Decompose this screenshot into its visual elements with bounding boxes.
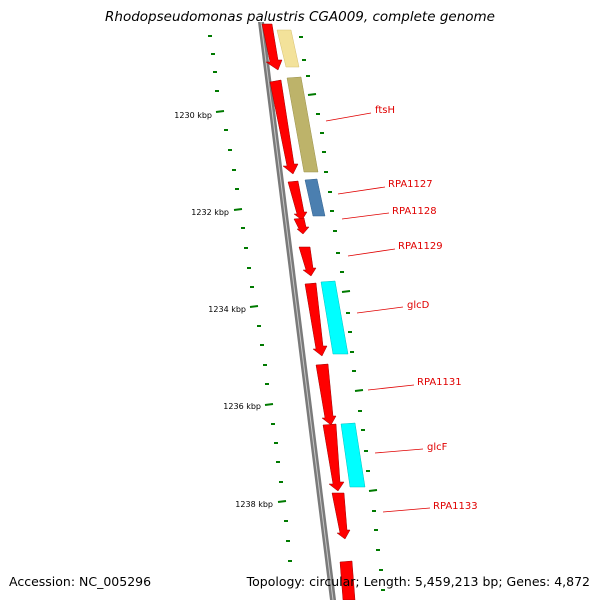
genome-summary: Topology: circular; Length: 5,459,213 bp… (246, 574, 590, 589)
ruler-label: 1236 kbp (223, 402, 261, 411)
feature-bar-ftsH (286, 76, 319, 173)
ruler-label: 1232 kbp (191, 208, 229, 217)
feature-bar-RPA1127 (304, 178, 326, 217)
ruler-label: 1230 kbp (174, 111, 212, 120)
cds-arrow (269, 79, 299, 175)
cds-arrow (261, 23, 283, 71)
cds-arrow (293, 217, 310, 235)
cds-arrow (331, 492, 351, 540)
cds-arrow (287, 180, 308, 221)
gene-label-ftsH: ftsH (375, 105, 395, 116)
gene-label-RPA1131: RPA1131 (417, 377, 462, 388)
ruler-left (208, 35, 292, 562)
gene-label-glcD: glcD (407, 300, 430, 311)
gene-label-RPA1128: RPA1128 (392, 206, 437, 217)
accession-text: Accession: NC_005296 (9, 574, 152, 589)
feature-bar-glcF (340, 422, 366, 488)
gene-label-glcF: glcF (427, 442, 448, 453)
genome-backbone-highlight (260, 21, 334, 600)
feature-bar-yellow (276, 29, 300, 68)
gene-label-RPA1129: RPA1129 (398, 241, 443, 252)
gene-label-RPA1133: RPA1133 (433, 501, 478, 512)
cds-arrow (304, 282, 328, 357)
ruler-label: 1238 kbp (235, 500, 273, 509)
cds-arrow (315, 363, 337, 426)
map-title: Rhodopseudomonas palustris CGA009, compl… (105, 9, 495, 25)
feature-bar-glcD (320, 280, 349, 355)
cds-arrow (298, 246, 317, 277)
ruler-label: 1234 kbp (208, 305, 246, 314)
cds-arrow (322, 423, 345, 492)
cds-arrow (339, 560, 356, 600)
label-leaders (325, 112, 431, 513)
ruler-right (299, 36, 385, 591)
gene-label-RPA1127: RPA1127 (388, 179, 433, 190)
